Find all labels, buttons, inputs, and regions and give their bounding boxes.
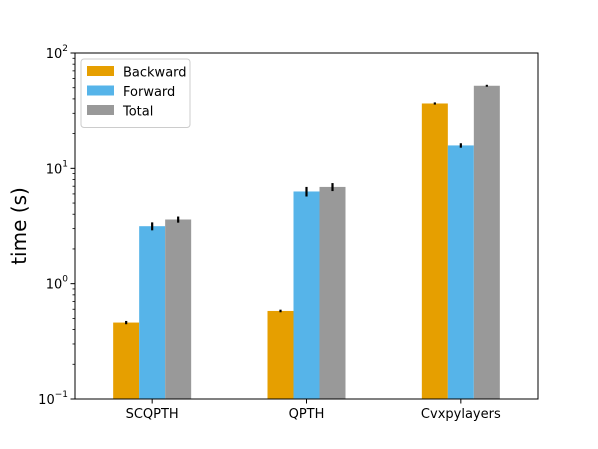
y-ticks-group: 10−1 100 101 102: [38, 44, 75, 408]
legend-swatch-forward: [87, 85, 114, 96]
x-tick-label: Cvxpylayers: [421, 407, 501, 422]
error-bars-group: [125, 84, 488, 325]
legend-label-backward: Backward: [123, 66, 187, 81]
x-tick-label: SCQPTH: [126, 407, 179, 422]
bar-forward-scqpth: [139, 226, 166, 399]
y-axis-label: time (s): [7, 187, 31, 265]
y-tick-label: 100: [46, 275, 69, 293]
legend: Backward Forward Total: [80, 58, 191, 128]
legend-swatch-backward: [87, 66, 114, 76]
bar-total-scqpth: [165, 219, 192, 399]
legend-label-total: Total: [122, 105, 153, 120]
bars-group: [113, 85, 500, 400]
x-ticks-group: SCQPTH QPTH Cvxpylayers: [126, 399, 501, 422]
bar-backward-qpth: [267, 310, 294, 399]
y-tick-label: 102: [46, 44, 68, 62]
bar-forward-cvxpylayers: [447, 145, 474, 399]
legend-label-forward: Forward: [123, 85, 175, 100]
bar-forward-qpth: [293, 191, 320, 399]
y-tick-label: 10−1: [38, 390, 68, 408]
x-tick-label: QPTH: [289, 407, 325, 422]
y-tick-label: 101: [46, 159, 68, 177]
bar-total-qpth: [319, 186, 346, 399]
legend-swatch-total: [87, 105, 114, 115]
bar-backward-cvxpylayers: [421, 103, 448, 399]
bar-backward-scqpth: [113, 322, 140, 399]
bar-total-cvxpylayers: [473, 85, 500, 400]
